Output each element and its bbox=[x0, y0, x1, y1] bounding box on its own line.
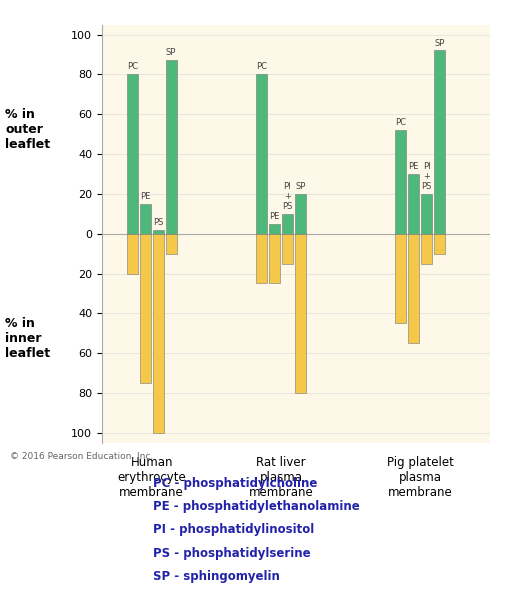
Text: SP - sphingomyelin: SP - sphingomyelin bbox=[153, 570, 279, 583]
Text: PI - phosphatidylinositol: PI - phosphatidylinositol bbox=[153, 523, 314, 536]
Bar bbox=[407, 174, 418, 234]
Text: % in
outer
leaflet: % in outer leaflet bbox=[5, 108, 50, 151]
Text: PI
+
PS: PI + PS bbox=[281, 183, 292, 211]
Text: PS: PS bbox=[153, 218, 163, 227]
Text: SP: SP bbox=[165, 49, 176, 57]
Text: SP: SP bbox=[433, 39, 444, 47]
Text: PI
+
PS: PI + PS bbox=[420, 162, 431, 191]
Text: PE - phosphatidylethanolamine: PE - phosphatidylethanolamine bbox=[153, 500, 359, 513]
Bar bbox=[394, 130, 405, 234]
Text: PS - phosphatidylserine: PS - phosphatidylserine bbox=[153, 547, 310, 560]
Text: PC: PC bbox=[256, 62, 267, 71]
Bar bbox=[433, 50, 444, 234]
Bar bbox=[152, 230, 163, 234]
Bar bbox=[294, 194, 305, 234]
Text: PE: PE bbox=[140, 192, 150, 201]
Bar bbox=[268, 224, 279, 234]
Bar bbox=[139, 204, 150, 234]
Text: © 2016 Pearson Education, Inc.: © 2016 Pearson Education, Inc. bbox=[10, 452, 153, 461]
Bar bbox=[127, 234, 137, 274]
Bar bbox=[420, 234, 431, 264]
Bar bbox=[127, 74, 137, 234]
Text: % in
inner
leaflet: % in inner leaflet bbox=[5, 317, 50, 360]
Bar bbox=[281, 234, 292, 264]
Text: PC - phosphatidylcholine: PC - phosphatidylcholine bbox=[153, 477, 317, 490]
Bar bbox=[394, 234, 405, 323]
Text: PE: PE bbox=[269, 212, 279, 221]
Text: PE: PE bbox=[408, 162, 418, 171]
Bar bbox=[256, 234, 266, 284]
Bar bbox=[420, 194, 431, 234]
Bar bbox=[165, 60, 176, 234]
Bar bbox=[433, 234, 444, 253]
Text: PC: PC bbox=[127, 62, 137, 71]
Bar bbox=[268, 234, 279, 284]
Text: PC: PC bbox=[394, 118, 405, 127]
Bar bbox=[294, 234, 305, 393]
Bar bbox=[165, 234, 176, 253]
Bar bbox=[407, 234, 418, 343]
Bar bbox=[139, 234, 150, 383]
Text: SP: SP bbox=[295, 182, 305, 191]
Bar bbox=[152, 234, 163, 433]
Bar bbox=[281, 214, 292, 234]
Bar bbox=[256, 74, 266, 234]
